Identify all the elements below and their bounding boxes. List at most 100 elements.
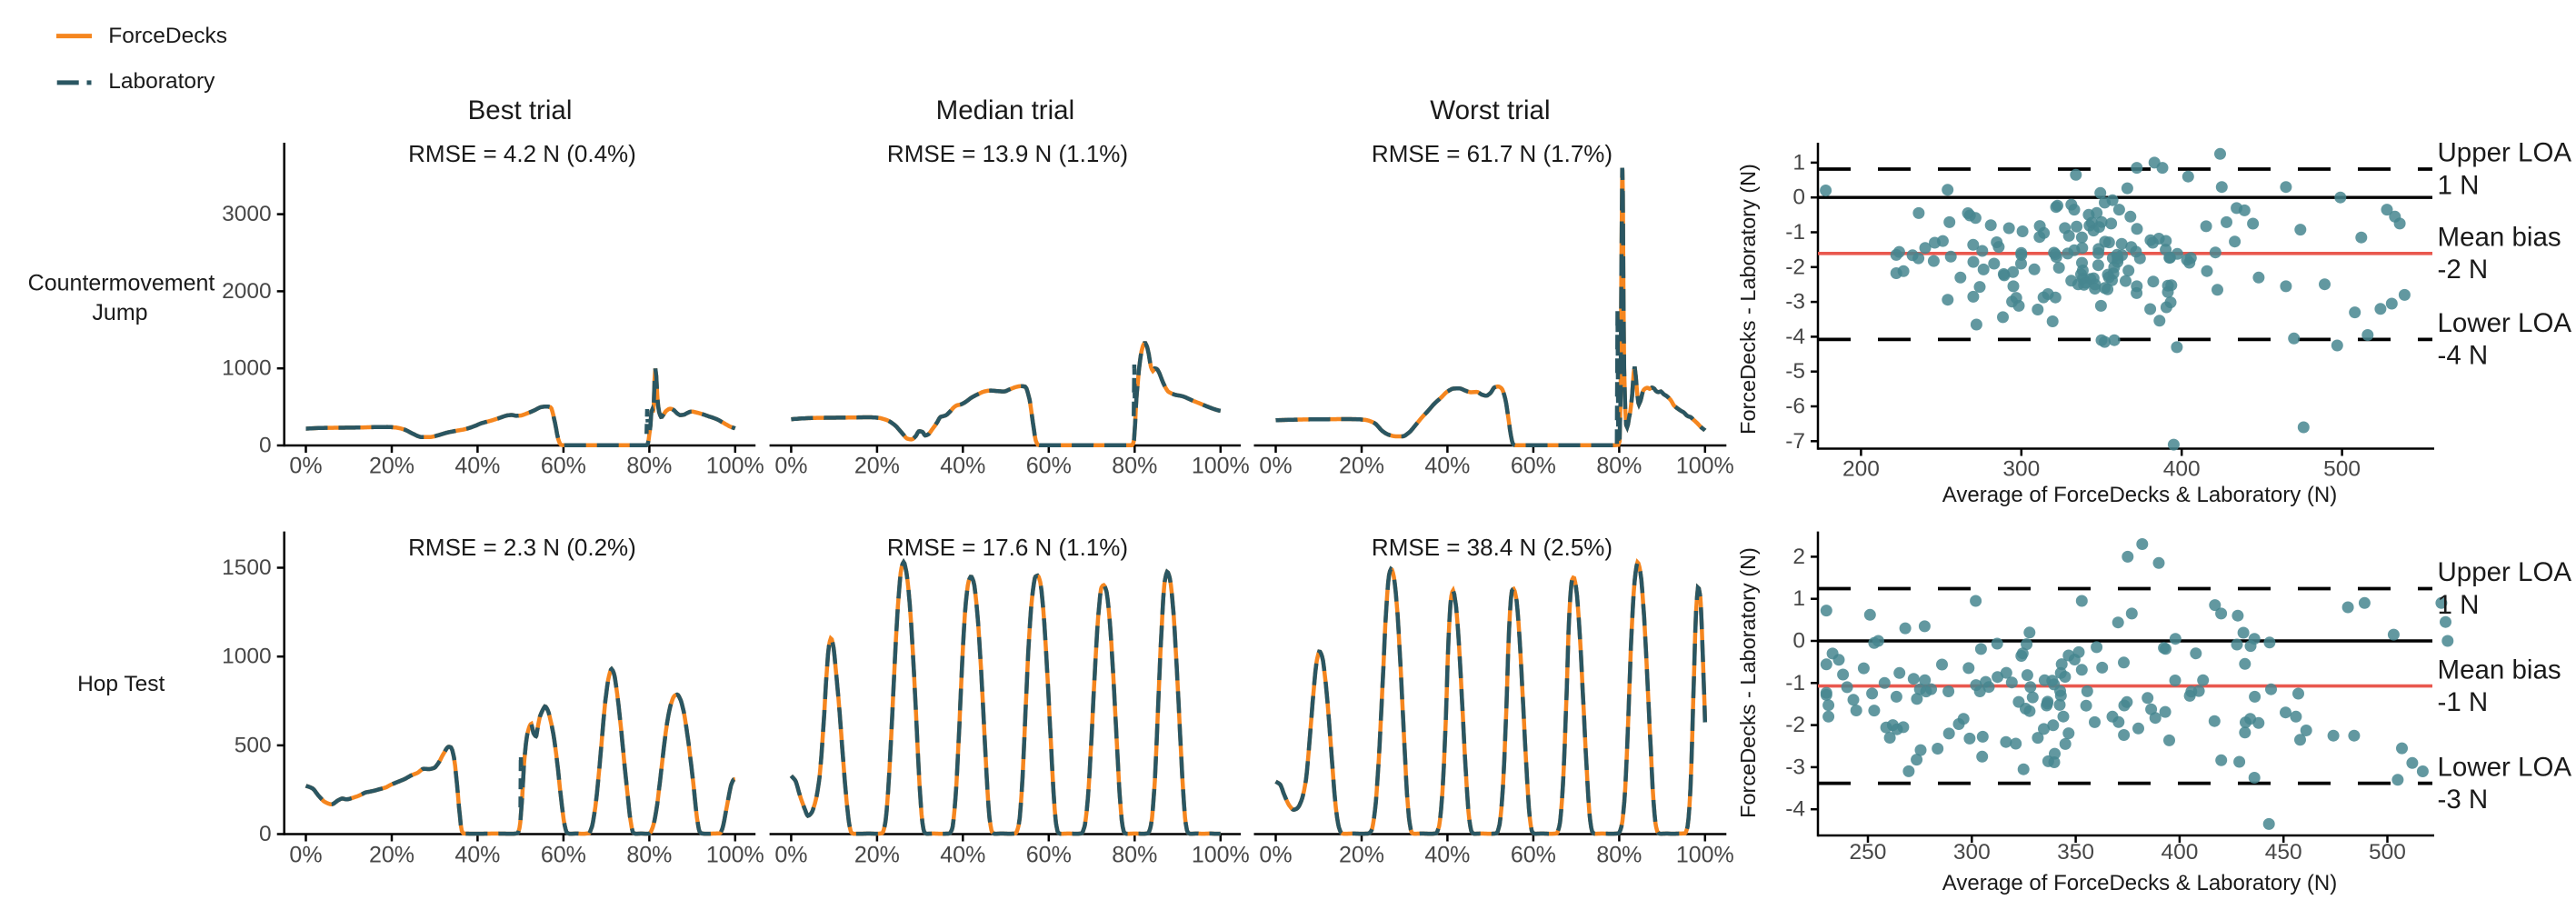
svg-text:20%: 20% <box>854 843 900 868</box>
svg-text:RMSE = 17.6 N (1.1%): RMSE = 17.6 N (1.1%) <box>887 534 1128 561</box>
svg-text:RMSE = 4.2 N (0.4%): RMSE = 4.2 N (0.4%) <box>408 140 636 167</box>
svg-text:1500: 1500 <box>222 555 272 580</box>
svg-text:0: 0 <box>1792 185 1805 210</box>
svg-text:-5: -5 <box>1785 359 1805 384</box>
svg-text:1000: 1000 <box>222 645 272 669</box>
svg-text:Lower LOA: Lower LOA <box>2438 308 2572 338</box>
svg-text:40%: 40% <box>940 843 985 868</box>
svg-text:100%: 100% <box>1192 454 1250 479</box>
svg-text:RMSE = 2.3 N (0.2%): RMSE = 2.3 N (0.2%) <box>408 534 636 561</box>
svg-text:40%: 40% <box>454 843 500 868</box>
svg-text:Upper LOA: Upper LOA <box>2438 557 2572 587</box>
svg-text:80%: 80% <box>1596 454 1642 479</box>
svg-text:2: 2 <box>1792 545 1805 569</box>
svg-text:200: 200 <box>1842 457 1880 482</box>
svg-text:0%: 0% <box>1259 843 1292 868</box>
svg-text:100%: 100% <box>1192 843 1250 868</box>
svg-text:300: 300 <box>2002 457 2040 482</box>
svg-text:-2: -2 <box>1785 255 1805 279</box>
svg-text:60%: 60% <box>541 843 586 868</box>
svg-text:400: 400 <box>2161 840 2198 865</box>
svg-text:Mean bias: Mean bias <box>2438 655 2561 685</box>
svg-text:Laboratory: Laboratory <box>108 69 215 94</box>
svg-text:60%: 60% <box>1511 454 1556 479</box>
svg-text:40%: 40% <box>1424 843 1470 868</box>
svg-text:350: 350 <box>2057 840 2094 865</box>
svg-text:-3: -3 <box>1785 755 1805 779</box>
svg-text:450: 450 <box>2265 840 2302 865</box>
svg-text:100%: 100% <box>1676 454 1734 479</box>
svg-text:Lower LOA: Lower LOA <box>2438 752 2572 782</box>
svg-text:60%: 60% <box>1026 843 1072 868</box>
svg-text:250: 250 <box>1850 840 1887 865</box>
svg-text:Hop Test: Hop Test <box>77 672 165 696</box>
svg-text:-4 N: -4 N <box>2438 341 2489 371</box>
svg-text:40%: 40% <box>454 454 500 479</box>
svg-text:40%: 40% <box>1424 454 1470 479</box>
svg-text:60%: 60% <box>1026 454 1072 479</box>
svg-text:60%: 60% <box>541 454 586 479</box>
svg-text:0: 0 <box>259 434 272 458</box>
svg-text:0%: 0% <box>774 843 807 868</box>
svg-text:-3: -3 <box>1785 290 1805 315</box>
svg-text:Countermovement: Countermovement <box>28 271 215 296</box>
svg-text:-1: -1 <box>1785 671 1805 695</box>
svg-text:-4: -4 <box>1785 797 1805 822</box>
svg-text:300: 300 <box>1953 840 1991 865</box>
svg-text:80%: 80% <box>1112 843 1157 868</box>
svg-text:0: 0 <box>1792 629 1805 654</box>
svg-text:1: 1 <box>1792 150 1805 175</box>
svg-text:ForceDecks - Laboratory (N): ForceDecks - Laboratory (N) <box>1736 547 1760 818</box>
svg-text:-2 N: -2 N <box>2438 255 2489 285</box>
svg-text:500: 500 <box>2323 457 2361 482</box>
svg-text:40%: 40% <box>940 454 985 479</box>
svg-text:20%: 20% <box>369 454 414 479</box>
svg-text:-2: -2 <box>1785 713 1805 737</box>
svg-text:-7: -7 <box>1785 429 1805 454</box>
svg-text:20%: 20% <box>1339 454 1384 479</box>
svg-text:Jump: Jump <box>92 300 147 325</box>
svg-text:0: 0 <box>259 822 272 846</box>
svg-text:80%: 80% <box>1596 843 1642 868</box>
svg-text:Median trial: Median trial <box>936 95 1074 125</box>
svg-text:80%: 80% <box>626 843 672 868</box>
svg-text:Upper LOA: Upper LOA <box>2438 138 2572 168</box>
svg-text:20%: 20% <box>1339 843 1384 868</box>
svg-text:-4: -4 <box>1785 325 1805 349</box>
svg-text:0%: 0% <box>774 454 807 479</box>
svg-text:3000: 3000 <box>222 202 272 226</box>
svg-text:80%: 80% <box>1112 454 1157 479</box>
svg-text:60%: 60% <box>1511 843 1556 868</box>
svg-text:ForceDecks: ForceDecks <box>108 24 227 48</box>
svg-text:-1 N: -1 N <box>2438 687 2489 717</box>
svg-text:RMSE = 38.4 N (2.5%): RMSE = 38.4 N (2.5%) <box>1372 534 1612 561</box>
svg-text:0%: 0% <box>289 454 322 479</box>
svg-text:Worst trial: Worst trial <box>1430 95 1550 125</box>
svg-text:1 N: 1 N <box>2438 590 2480 620</box>
svg-text:0%: 0% <box>289 843 322 868</box>
svg-text:100%: 100% <box>1676 843 1734 868</box>
svg-text:-1: -1 <box>1785 220 1805 245</box>
svg-text:RMSE = 61.7 N (1.7%): RMSE = 61.7 N (1.7%) <box>1372 140 1612 167</box>
svg-text:RMSE = 13.9 N (1.1%): RMSE = 13.9 N (1.1%) <box>887 140 1128 167</box>
svg-text:Best trial: Best trial <box>468 95 573 125</box>
svg-text:20%: 20% <box>369 843 414 868</box>
svg-text:-3 N: -3 N <box>2438 785 2489 815</box>
svg-text:Mean bias: Mean bias <box>2438 223 2561 253</box>
svg-text:80%: 80% <box>626 454 672 479</box>
svg-text:100%: 100% <box>706 843 764 868</box>
svg-text:Average of ForceDecks & Labora: Average of ForceDecks & Laboratory (N) <box>1942 871 2337 895</box>
svg-text:2000: 2000 <box>222 279 272 304</box>
svg-text:Average of ForceDecks & Labora: Average of ForceDecks & Laboratory (N) <box>1942 483 2337 507</box>
svg-text:400: 400 <box>2163 457 2201 482</box>
svg-text:ForceDecks - Laboratory (N): ForceDecks - Laboratory (N) <box>1736 164 1760 435</box>
svg-text:500: 500 <box>2369 840 2406 865</box>
svg-text:0%: 0% <box>1259 454 1292 479</box>
svg-text:100%: 100% <box>706 454 764 479</box>
svg-text:-6: -6 <box>1785 395 1805 419</box>
svg-text:1: 1 <box>1792 586 1805 611</box>
svg-text:500: 500 <box>235 733 272 757</box>
svg-text:1000: 1000 <box>222 356 272 381</box>
svg-text:1 N: 1 N <box>2438 170 2480 200</box>
svg-text:20%: 20% <box>854 454 900 479</box>
